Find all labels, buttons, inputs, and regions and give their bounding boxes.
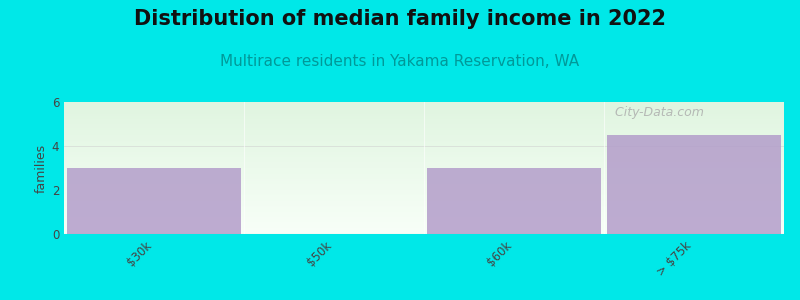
Y-axis label: families: families [34,143,47,193]
Text: Distribution of median family income in 2022: Distribution of median family income in … [134,9,666,29]
Bar [426,168,602,234]
Bar [66,168,242,234]
Bar [606,135,782,234]
Text: City-Data.com: City-Data.com [611,106,704,119]
Text: Multirace residents in Yakama Reservation, WA: Multirace residents in Yakama Reservatio… [221,54,579,69]
